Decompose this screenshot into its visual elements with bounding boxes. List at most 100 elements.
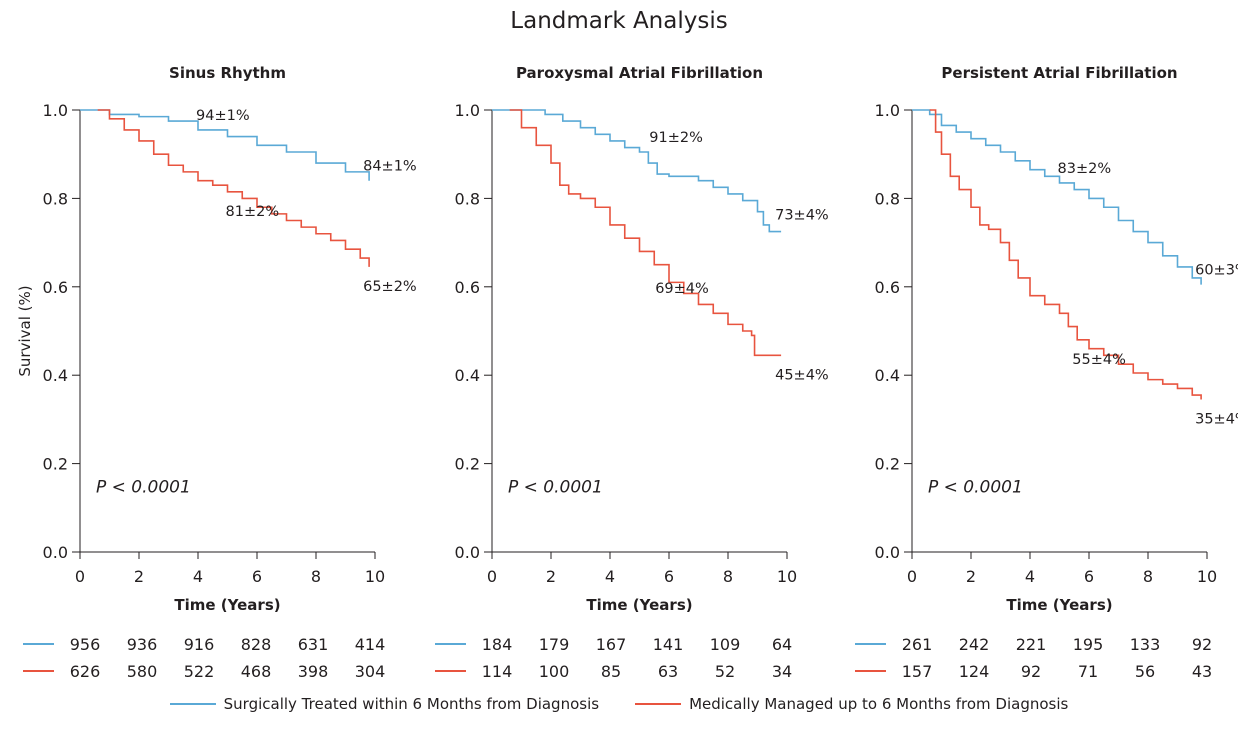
at-risk-count: 52 — [715, 662, 735, 681]
y-axis-label: Survival (%) — [16, 285, 34, 376]
y-tick-label: 0.6 — [43, 278, 68, 297]
survival-annotation: 83±2% — [1058, 161, 1112, 177]
x-tick-label: 8 — [311, 567, 321, 586]
panel-title: Sinus Rhythm — [169, 64, 286, 82]
x-tick-label: 2 — [966, 567, 976, 586]
at-risk-count: 398 — [298, 662, 329, 681]
y-tick-label: 1.0 — [455, 101, 480, 120]
at-risk-count: 916 — [184, 635, 215, 654]
km-figure: Sinus Rhythm 0.0 0.2 0.4 0.6 0.8 1.0 0 2 4 6 8 10 Tim… — [16, 64, 1238, 681]
x-tick-label: 4 — [605, 567, 615, 586]
y-tick-label: 0.6 — [455, 278, 480, 297]
at-risk-count: 184 — [482, 635, 513, 654]
survival-annotation: 45±4% — [775, 367, 829, 383]
survival-annotation: 84±1% — [363, 159, 417, 175]
y-tick-label: 0.0 — [455, 543, 480, 562]
at-risk-count: 261 — [902, 635, 933, 654]
legend-label-surgical: Surgically Treated within 6 Months from … — [223, 695, 600, 713]
x-axis-label: Time (Years) — [1006, 596, 1112, 614]
at-risk-count: 157 — [902, 662, 933, 681]
at-risk-count: 242 — [959, 635, 990, 654]
survival-curve-surgical — [492, 109, 782, 233]
x-tick-label: 0 — [907, 567, 917, 586]
survival-curve-surgical — [912, 109, 1202, 285]
at-risk-count: 124 — [959, 662, 990, 681]
legend-swatch-medical — [635, 703, 682, 705]
y-tick-label: 0.6 — [875, 278, 900, 297]
at-risk-count: 100 — [539, 662, 570, 681]
survival-annotation: 60±3% — [1195, 263, 1238, 279]
figure-title: Landmark Analysis — [510, 8, 728, 34]
at-risk-count: 92 — [1192, 635, 1212, 654]
y-tick-label: 0.2 — [43, 455, 68, 474]
legend: Surgically Treated within 6 Months from … — [0, 692, 1238, 716]
y-tick-label: 0.2 — [875, 455, 900, 474]
y-tick-label: 0.0 — [875, 543, 900, 562]
survival-annotation: 73±4% — [775, 207, 829, 223]
at-risk-count: 92 — [1021, 662, 1041, 681]
at-risk-count: 141 — [653, 635, 684, 654]
at-risk-count: 304 — [355, 662, 386, 681]
survival-curve-medical — [97, 109, 370, 267]
legend-label-medical: Medically Managed up to 6 Months from Di… — [689, 695, 1069, 713]
p-value-label: P < 0.0001 — [96, 477, 191, 497]
survival-annotation: 94±1% — [196, 108, 250, 124]
x-tick-label: 6 — [1084, 567, 1094, 586]
at-risk-count: 71 — [1078, 662, 1098, 681]
legend-item-surgical: Surgically Treated within 6 Months from … — [169, 695, 600, 713]
legend-swatch-surgical — [169, 703, 216, 705]
at-risk-count: 631 — [298, 635, 329, 654]
at-risk-count: 936 — [127, 635, 158, 654]
y-tick-label: 1.0 — [43, 101, 68, 120]
at-risk-count: 133 — [1130, 635, 1161, 654]
x-tick-label: 10 — [1197, 567, 1217, 586]
survival-annotation: 35±4% — [1195, 412, 1238, 428]
at-risk-count: 167 — [596, 635, 627, 654]
at-risk-count: 522 — [184, 662, 215, 681]
survival-curve-surgical — [80, 109, 370, 181]
at-risk-count: 580 — [127, 662, 158, 681]
survival-annotation: 81±2% — [226, 204, 280, 220]
at-risk-count: 64 — [772, 635, 792, 654]
at-risk-count: 828 — [241, 635, 272, 654]
x-tick-label: 2 — [134, 567, 144, 586]
x-axis-label: Time (Years) — [174, 596, 280, 614]
y-tick-label: 0.8 — [875, 189, 900, 208]
x-tick-label: 4 — [193, 567, 203, 586]
survival-curve-medical — [509, 109, 782, 357]
legend-item-medical: Medically Managed up to 6 Months from Di… — [635, 695, 1068, 713]
x-tick-label: 6 — [252, 567, 262, 586]
x-tick-label: 0 — [487, 567, 497, 586]
y-tick-label: 0.4 — [43, 366, 68, 385]
y-tick-label: 0.8 — [455, 189, 480, 208]
at-risk-count: 63 — [658, 662, 678, 681]
survival-annotation: 65±2% — [363, 279, 417, 295]
survival-curve-medical — [929, 109, 1202, 400]
p-value-label: P < 0.0001 — [928, 477, 1023, 497]
at-risk-count: 956 — [70, 635, 101, 654]
at-risk-count: 56 — [1135, 662, 1155, 681]
survival-annotation: 69±4% — [655, 281, 709, 297]
y-tick-label: 0.2 — [455, 455, 480, 474]
y-tick-label: 0.8 — [43, 189, 68, 208]
y-tick-label: 0.4 — [875, 366, 900, 385]
at-risk-count: 195 — [1073, 635, 1104, 654]
at-risk-count: 221 — [1016, 635, 1047, 654]
y-tick-label: 1.0 — [875, 101, 900, 120]
at-risk-count: 626 — [70, 662, 101, 681]
at-risk-count: 114 — [482, 662, 513, 681]
at-risk-count: 34 — [772, 662, 792, 681]
panel-title: Paroxysmal Atrial Fibrillation — [516, 64, 763, 82]
x-tick-label: 10 — [365, 567, 385, 586]
panel-title: Persistent Atrial Fibrillation — [941, 64, 1177, 82]
x-tick-label: 8 — [723, 567, 733, 586]
x-tick-label: 2 — [546, 567, 556, 586]
at-risk-count: 109 — [710, 635, 741, 654]
at-risk-count: 43 — [1192, 662, 1212, 681]
x-tick-label: 0 — [75, 567, 85, 586]
survival-annotation: 91±2% — [649, 130, 703, 146]
x-axis-label: Time (Years) — [586, 596, 692, 614]
at-risk-count: 179 — [539, 635, 570, 654]
y-tick-label: 0.0 — [43, 543, 68, 562]
x-tick-label: 6 — [664, 567, 674, 586]
